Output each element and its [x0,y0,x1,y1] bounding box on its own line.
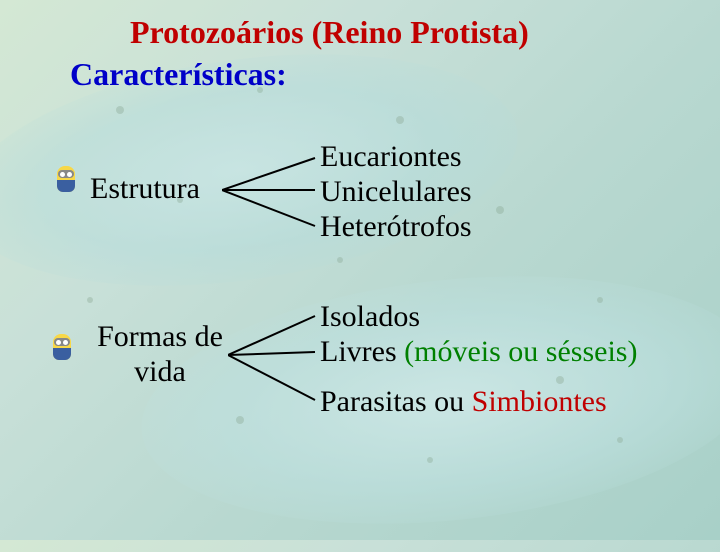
item-livres-text: Livres [320,335,397,368]
item-simbiontes-accent: Simbiontes [472,385,607,418]
node-label-line2: vida [134,355,186,388]
node-label-line1: Formas de [97,320,223,353]
minion-icon [52,164,80,198]
item-livres-paren: (móveis ou sésseis) [404,335,637,368]
slide-content: Protozoários (Reino Protista) Caracterís… [0,0,720,540]
item-parasitas-prefix: Parasitas ou [320,385,472,418]
bracket-lines [222,150,322,235]
item-parasitas-simbiontes: Parasitas ou Simbiontes [320,385,607,420]
item-livres: Livres (móveis ou sésseis) [320,335,637,370]
item-eucariontes: Eucariontes [320,140,462,175]
minion-icon [48,332,76,366]
bracket-lines [228,308,328,408]
slide-subtitle: Características: [70,56,287,93]
item-isolados: Isolados [320,300,420,335]
node-estrutura: Estrutura [90,172,200,207]
node-formas-de-vida: Formas de vida [80,320,240,389]
item-unicelulares: Unicelulares [320,175,472,210]
item-heterotrofos: Heterótrofos [320,210,472,245]
slide-title: Protozoários (Reino Protista) [130,14,529,51]
